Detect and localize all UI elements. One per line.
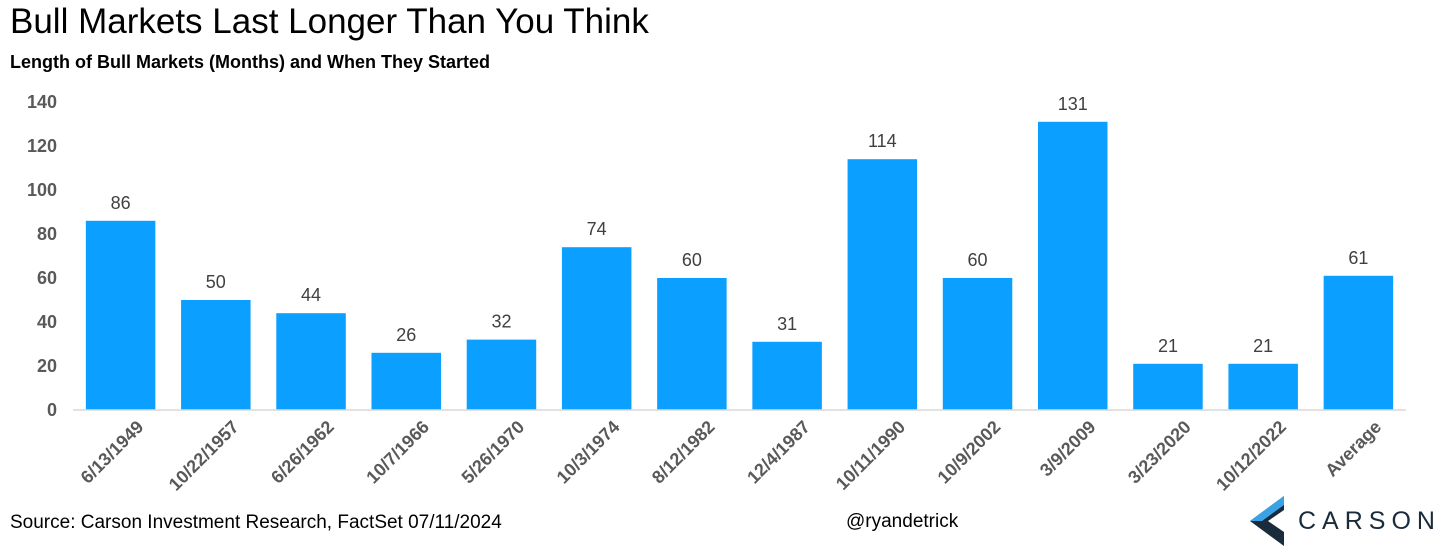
x-axis: 6/13/1949 10/22/1957 6/26/1962 10/7/1966 5/2… xyxy=(73,409,1406,495)
y-axis: 0 20 40 60 80 100 120 140 xyxy=(27,92,57,420)
bar xyxy=(752,341,822,410)
bar xyxy=(942,278,1013,410)
source-note: Source: Carson Investment Research, Fact… xyxy=(10,512,502,533)
x-tick-label: 3/23/2020 xyxy=(1124,417,1195,488)
bars xyxy=(85,121,1394,411)
data-label: 74 xyxy=(587,219,607,239)
data-label: 61 xyxy=(1348,248,1368,268)
data-label: 44 xyxy=(301,285,321,305)
chart-subtitle: Length of Bull Markets (Months) and When… xyxy=(10,52,491,72)
bar xyxy=(657,278,727,410)
data-label: 131 xyxy=(1058,94,1088,114)
bar xyxy=(181,300,251,410)
data-label: 21 xyxy=(1158,336,1178,356)
chart-title: Bull Markets Last Longer Than You Think xyxy=(10,2,649,41)
x-tick-label: Average xyxy=(1321,417,1385,481)
data-label: 31 xyxy=(777,314,797,334)
y-tick-label: 0 xyxy=(47,400,57,420)
carson-logo: CARSON xyxy=(1250,496,1441,546)
x-tick-label: 10/7/1966 xyxy=(362,417,433,488)
y-tick-label: 20 xyxy=(37,356,57,376)
y-tick-label: 80 xyxy=(37,224,57,244)
data-label: 86 xyxy=(111,193,131,213)
y-tick-label: 140 xyxy=(27,92,57,112)
x-tick-label: 10/12/2022 xyxy=(1212,417,1290,495)
carson-chevron-icon xyxy=(1250,496,1284,546)
x-tick-label: 10/9/2002 xyxy=(934,417,1005,488)
y-tick-label: 60 xyxy=(37,268,57,288)
x-tick-label: 6/13/1949 xyxy=(77,417,148,488)
bar xyxy=(1133,363,1203,410)
data-label: 114 xyxy=(868,131,897,151)
bar xyxy=(847,159,918,410)
bar xyxy=(276,313,346,410)
x-tick-label: 10/3/1974 xyxy=(553,417,624,488)
x-tick-label: 5/26/1970 xyxy=(458,417,529,488)
bar xyxy=(561,247,632,410)
data-labels: 86 50 44 26 32 74 60 31 114 60 131 21 21 61 xyxy=(111,94,1369,356)
y-tick-label: 100 xyxy=(27,180,57,200)
brand-name: CARSON xyxy=(1298,506,1441,535)
x-tick-label: 10/22/1957 xyxy=(165,417,243,495)
data-label: 60 xyxy=(682,250,702,270)
data-label: 21 xyxy=(1253,336,1273,356)
bar xyxy=(1323,275,1394,410)
x-tick-label: 10/11/1990 xyxy=(832,417,909,494)
data-label: 32 xyxy=(491,312,511,332)
y-tick-label: 120 xyxy=(27,136,57,156)
data-label: 26 xyxy=(396,325,416,345)
author-handle: @ryandetrick xyxy=(846,511,959,532)
bar xyxy=(466,339,537,410)
x-tick-label: 6/26/1962 xyxy=(267,417,338,488)
bar xyxy=(1228,363,1298,410)
x-tick-label: 8/12/1982 xyxy=(648,417,719,488)
bar xyxy=(85,220,156,410)
bar xyxy=(371,352,442,410)
bar xyxy=(1037,121,1108,411)
x-tick-label: 12/4/1987 xyxy=(743,417,814,488)
x-tick-label: 3/9/2009 xyxy=(1036,417,1100,481)
y-tick-label: 40 xyxy=(37,312,57,332)
data-label: 60 xyxy=(968,250,988,270)
data-label: 50 xyxy=(206,272,226,292)
